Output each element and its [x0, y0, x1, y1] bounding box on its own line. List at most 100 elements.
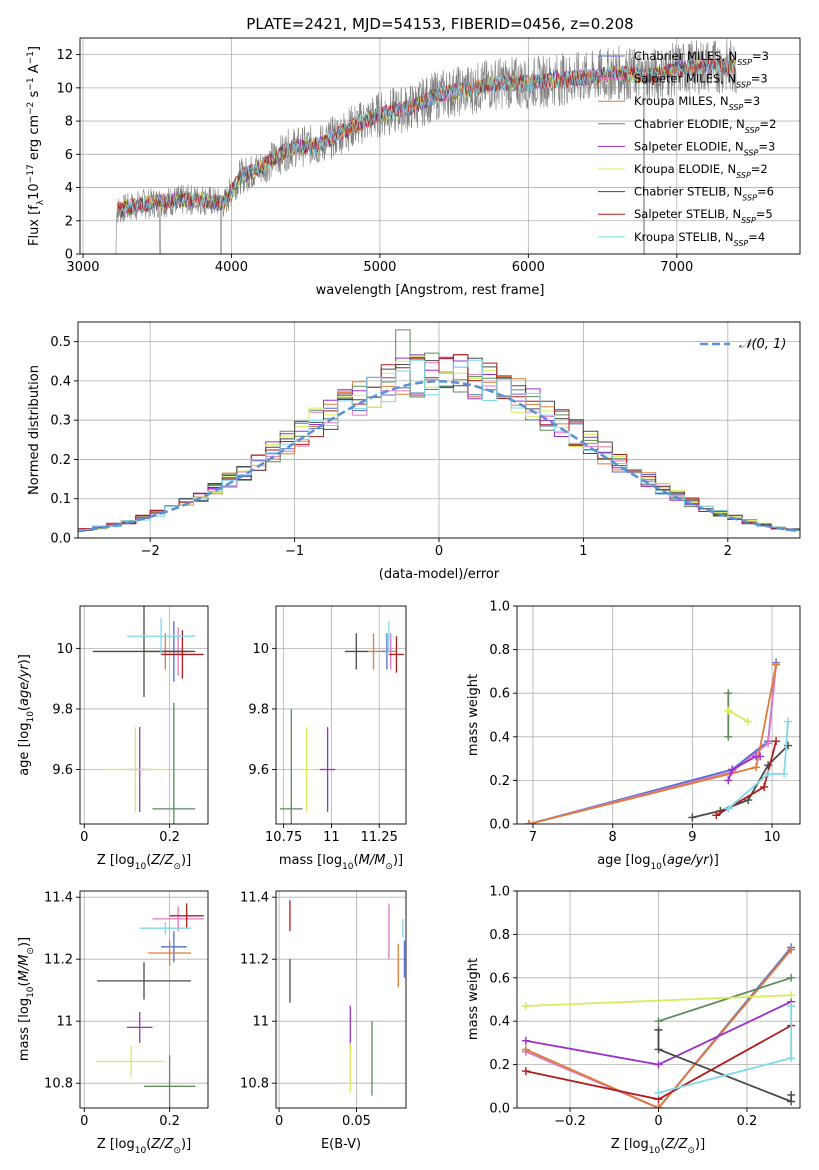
plot-frame — [516, 605, 801, 825]
weight-series — [654, 1025, 796, 1106]
y-tick-label: 0.8 — [489, 928, 510, 943]
x-tick-label: 10 — [764, 830, 781, 845]
weight-series — [712, 737, 781, 820]
y-tick-label: 0.8 — [489, 643, 510, 658]
weight-marker — [724, 706, 733, 715]
plot-area — [78, 329, 800, 538]
errorbar-point — [92, 606, 196, 697]
weight-marker — [787, 1090, 796, 1099]
weight-series — [654, 973, 796, 1026]
errorbar-point — [388, 636, 405, 673]
errorbar-point — [97, 962, 191, 1000]
weight-marker — [764, 769, 773, 778]
weight-marker — [688, 813, 697, 822]
legend-entry: Salpeter STELIB, NSSP=5 — [634, 207, 773, 225]
weight-line — [657, 1029, 793, 1103]
x-tick-label: 7 — [529, 830, 537, 845]
x-tick-label: 1 — [579, 544, 587, 559]
legend-entry: Kroupa STELIB, NSSP=4 — [634, 230, 765, 248]
weight-marker — [712, 811, 721, 820]
y-tick-label: 0.4 — [50, 374, 71, 389]
weight-marker — [756, 752, 765, 761]
y-tick-label: 0.4 — [489, 1015, 510, 1030]
weight-marker — [787, 991, 796, 1000]
axes-age-vs-mass: 10.75 11 11.25 9.6 9.8 10 mass [log10(M/M⊙)] — [248, 605, 407, 872]
x-tick-label: 0 — [80, 830, 88, 845]
weight-marker — [521, 1067, 530, 1076]
weight-line — [658, 976, 792, 1023]
x-tick-label: 0.2 — [159, 830, 180, 845]
plot-frame — [79, 890, 209, 1109]
x-axis-label: Z [log10(Z/Z⊙)] — [611, 1137, 705, 1156]
plot-frame — [79, 605, 209, 825]
errorbar-point — [144, 1055, 196, 1108]
plot-frame — [77, 321, 801, 539]
legend-entry: Kroupa ELODIE, NSSP=2 — [634, 162, 768, 180]
weight-marker — [772, 660, 781, 669]
x-tick-label: 4000 — [215, 260, 248, 275]
errorbar-point — [344, 633, 368, 670]
errorbar-point — [148, 940, 191, 966]
weight-series — [521, 945, 796, 1108]
y-tick-label: 0.3 — [50, 414, 71, 429]
weight-marker — [654, 1060, 663, 1069]
y-tick-label: 0.6 — [489, 687, 510, 702]
y-tick-label: 0.4 — [489, 730, 510, 745]
y-tick-label: 8 — [65, 115, 73, 130]
weight-series — [654, 1002, 796, 1097]
x-tick-label: 0 — [654, 1114, 662, 1129]
weight-marker — [654, 1045, 663, 1054]
weight-marker — [521, 1045, 530, 1054]
weight-series — [724, 752, 765, 785]
y-tick-label: 0.1 — [50, 492, 71, 507]
weight-line — [715, 740, 777, 817]
plot-area — [289, 900, 406, 1096]
residual-histogram — [78, 354, 800, 538]
y-axis-label: mass weight — [466, 674, 481, 756]
x-tick-label: 0 — [80, 1114, 88, 1129]
x-tick-label: 0.2 — [159, 1114, 180, 1129]
errorbar-point — [365, 633, 382, 670]
errorbar-point — [279, 708, 303, 824]
errorbar-point — [97, 1046, 166, 1077]
x-axis-label: Z [log10(Z/Z⊙)] — [97, 1137, 191, 1156]
plot-frame — [516, 890, 801, 1109]
weight-line — [727, 709, 749, 723]
weight-marker — [784, 717, 793, 726]
weight-marker — [724, 732, 733, 741]
x-tick-label: 11.25 — [361, 830, 398, 845]
plot-area — [97, 903, 204, 1108]
weight-series — [724, 689, 733, 741]
weight-marker — [752, 763, 761, 772]
x-tick-label: 11 — [323, 830, 340, 845]
weight-series — [724, 717, 793, 813]
weight-series — [724, 706, 753, 726]
x-axis-label: age [log10(age/yr)] — [597, 853, 719, 872]
y-axis-label: Normed distribution — [27, 365, 42, 495]
x-tick-label: 7000 — [660, 260, 693, 275]
y-tick-label: 11 — [252, 1015, 269, 1030]
plot-area — [115, 38, 737, 254]
plot-area — [92, 606, 204, 824]
errorbar-point — [161, 630, 204, 679]
y-tick-label: 0.0 — [489, 818, 510, 833]
weight-marker — [724, 689, 733, 698]
y-tick-label: 2 — [65, 214, 73, 229]
weight-line — [525, 994, 792, 1007]
x-tick-label: 2 — [724, 544, 732, 559]
y-tick-label: 11.4 — [240, 891, 269, 906]
weight-marker — [724, 804, 733, 813]
x-tick-label: 8 — [609, 830, 617, 845]
y-tick-label: 10.8 — [44, 1077, 73, 1092]
x-axis-label: wavelength [Angstrom, rest frame] — [316, 283, 545, 298]
normal-distribution-curve — [78, 380, 800, 533]
plot-area — [524, 658, 793, 824]
weight-marker — [764, 761, 773, 770]
x-axis-label: (data-model)/error — [379, 567, 500, 582]
figure-title: PLATE=2421, MJD=54153, FIBERID=0456, z=0… — [246, 15, 633, 33]
weight-marker — [780, 769, 789, 778]
weight-marker — [724, 776, 733, 785]
x-axis-label: mass [log10(M/M⊙)] — [279, 853, 403, 872]
errorbar-point — [152, 702, 196, 824]
axes-residuals: −2 −1 0 1 2 0.0 0.1 0.2 0.3 0.4 0.5 𝒩(0, 1) (data-mo… — [27, 321, 801, 582]
